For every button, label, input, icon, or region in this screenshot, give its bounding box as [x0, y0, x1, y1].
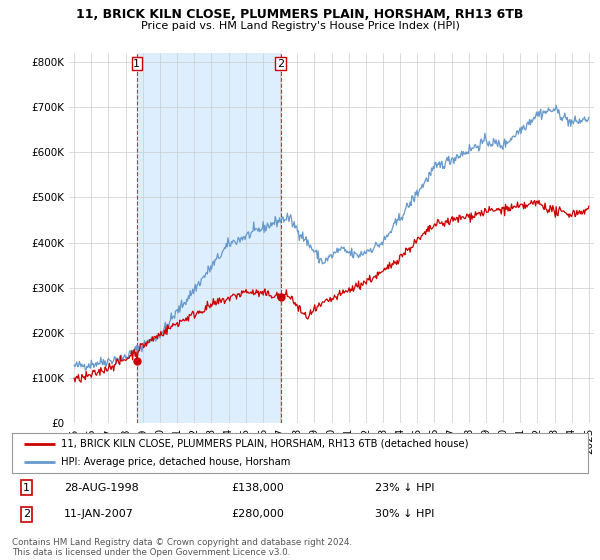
Text: 2: 2: [23, 509, 30, 519]
Text: 23% ↓ HPI: 23% ↓ HPI: [375, 483, 434, 493]
Text: 1: 1: [133, 59, 140, 69]
Text: Contains HM Land Registry data © Crown copyright and database right 2024.
This d: Contains HM Land Registry data © Crown c…: [12, 538, 352, 557]
Text: 28-AUG-1998: 28-AUG-1998: [64, 483, 139, 493]
Text: 11-JAN-2007: 11-JAN-2007: [64, 509, 134, 519]
Text: 11, BRICK KILN CLOSE, PLUMMERS PLAIN, HORSHAM, RH13 6TB (detached house): 11, BRICK KILN CLOSE, PLUMMERS PLAIN, HO…: [61, 439, 469, 449]
Text: 30% ↓ HPI: 30% ↓ HPI: [375, 509, 434, 519]
Text: 1: 1: [23, 483, 30, 493]
Text: £138,000: £138,000: [231, 483, 284, 493]
Text: Price paid vs. HM Land Registry's House Price Index (HPI): Price paid vs. HM Land Registry's House …: [140, 21, 460, 31]
Bar: [137, 53, 281, 423]
Text: 2: 2: [277, 59, 284, 69]
Text: £280,000: £280,000: [231, 509, 284, 519]
Text: HPI: Average price, detached house, Horsham: HPI: Average price, detached house, Hors…: [61, 458, 290, 467]
Text: 11, BRICK KILN CLOSE, PLUMMERS PLAIN, HORSHAM, RH13 6TB: 11, BRICK KILN CLOSE, PLUMMERS PLAIN, HO…: [76, 8, 524, 21]
